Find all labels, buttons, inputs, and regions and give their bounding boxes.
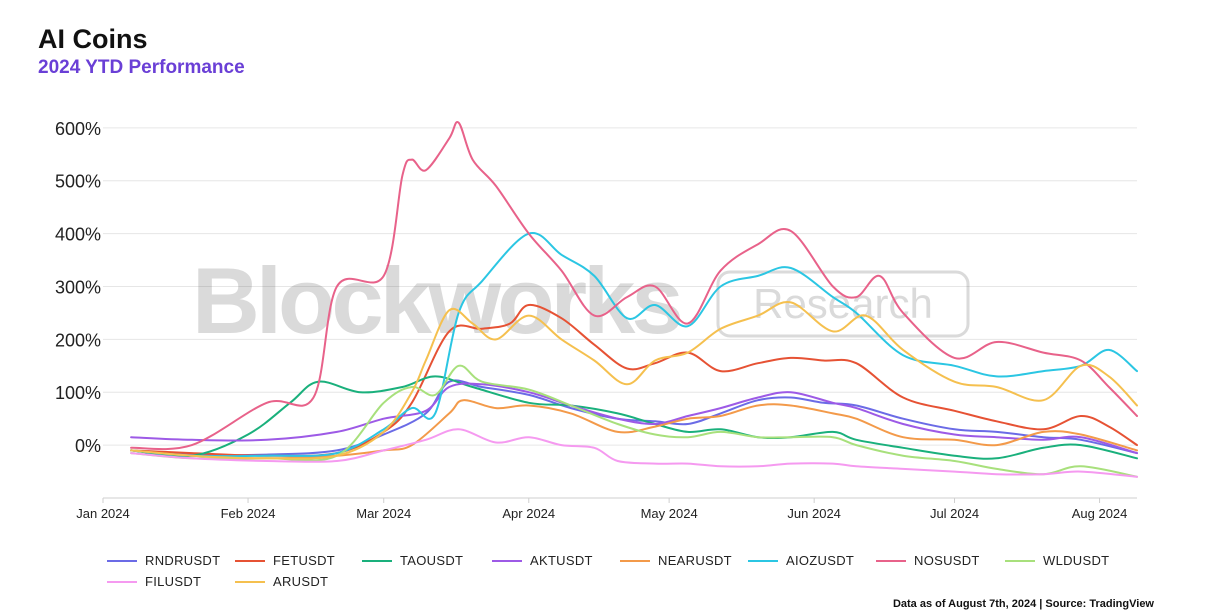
legend-swatch	[235, 559, 265, 562]
y-tick-label: 600%	[55, 119, 101, 139]
legend-label: ARUSDT	[273, 574, 329, 589]
legend-label: TAOUSDT	[400, 553, 464, 568]
legend-swatch	[107, 559, 137, 562]
legend-label: NEARUSDT	[658, 553, 732, 568]
axes: 0% 100% 200% 300% 400% 500% 600% Jan 2024 Feb 20…	[55, 119, 1137, 521]
series-line-aktusdt	[130, 382, 1138, 455]
x-tick-label: Apr 2024	[502, 506, 555, 521]
x-tick-label: Mar 2024	[356, 506, 411, 521]
legend-swatch	[748, 559, 778, 562]
y-tick-label: 400%	[55, 225, 101, 245]
chart-title: AI Coins	[38, 24, 148, 54]
legend-swatch	[362, 559, 392, 562]
series-line-nosusdt	[130, 120, 1138, 451]
legend-item-nosusdt[interactable]: NOSUSDT	[876, 553, 980, 568]
y-tick-label: 300%	[55, 277, 101, 297]
legend-label: WLDUSDT	[1043, 553, 1110, 568]
legend-item-rndrusdt[interactable]: RNDRUSDT	[107, 553, 220, 568]
legend-label: FILUSDT	[145, 574, 202, 589]
legend-swatch	[1005, 559, 1035, 562]
series-lines	[130, 120, 1138, 478]
legend-swatch	[107, 580, 137, 583]
x-tick-label: May 2024	[641, 506, 698, 521]
series-line-filusdt	[130, 428, 1138, 478]
x-tick-label: Aug 2024	[1072, 506, 1128, 521]
legend-label: FETUSDT	[273, 553, 336, 568]
x-tick-label: Feb 2024	[221, 506, 276, 521]
y-tick-label: 0%	[75, 436, 101, 456]
series-line-wldusdt	[130, 364, 1138, 478]
y-tick-label: 500%	[55, 172, 101, 192]
legend-item-arusdt[interactable]: ARUSDT	[235, 574, 328, 589]
x-tick-label: Jan 2024	[76, 506, 130, 521]
legend-item-nearusdt[interactable]: NEARUSDT	[620, 553, 732, 568]
legend-label: AIOZUSDT	[786, 553, 855, 568]
legend-swatch	[492, 559, 522, 562]
legend-swatch	[620, 559, 650, 562]
legend-item-taousdt[interactable]: TAOUSDT	[362, 553, 463, 568]
x-tick-label: Jun 2024	[787, 506, 841, 521]
legend-swatch	[876, 559, 906, 562]
legend-item-fetusdt[interactable]: FETUSDT	[235, 553, 335, 568]
watermark-brand: Blockworks	[192, 248, 680, 353]
legend-label: RNDRUSDT	[145, 553, 221, 568]
legend-label: AKTUSDT	[530, 553, 593, 568]
chart-subtitle: 2024 YTD Performance	[38, 57, 245, 78]
legend-swatch	[235, 580, 265, 583]
legend-item-aiozusdt[interactable]: AIOZUSDT	[748, 553, 854, 568]
legend-item-filusdt[interactable]: FILUSDT	[107, 574, 201, 589]
y-tick-label: 100%	[55, 383, 101, 403]
legend-item-aktusdt[interactable]: AKTUSDT	[492, 553, 593, 568]
legend-item-wldusdt[interactable]: WLDUSDT	[1005, 553, 1109, 568]
grid-lines	[103, 127, 1137, 446]
x-tick-label: Jul 2024	[930, 506, 979, 521]
y-tick-label: 200%	[55, 330, 101, 350]
series-line-taousdt	[130, 375, 1138, 460]
legend-label: NOSUSDT	[914, 553, 980, 568]
source-note: Data as of August 7th, 2024 | Source: Tr…	[892, 598, 1154, 610]
series-line-arusdt	[130, 301, 1138, 460]
